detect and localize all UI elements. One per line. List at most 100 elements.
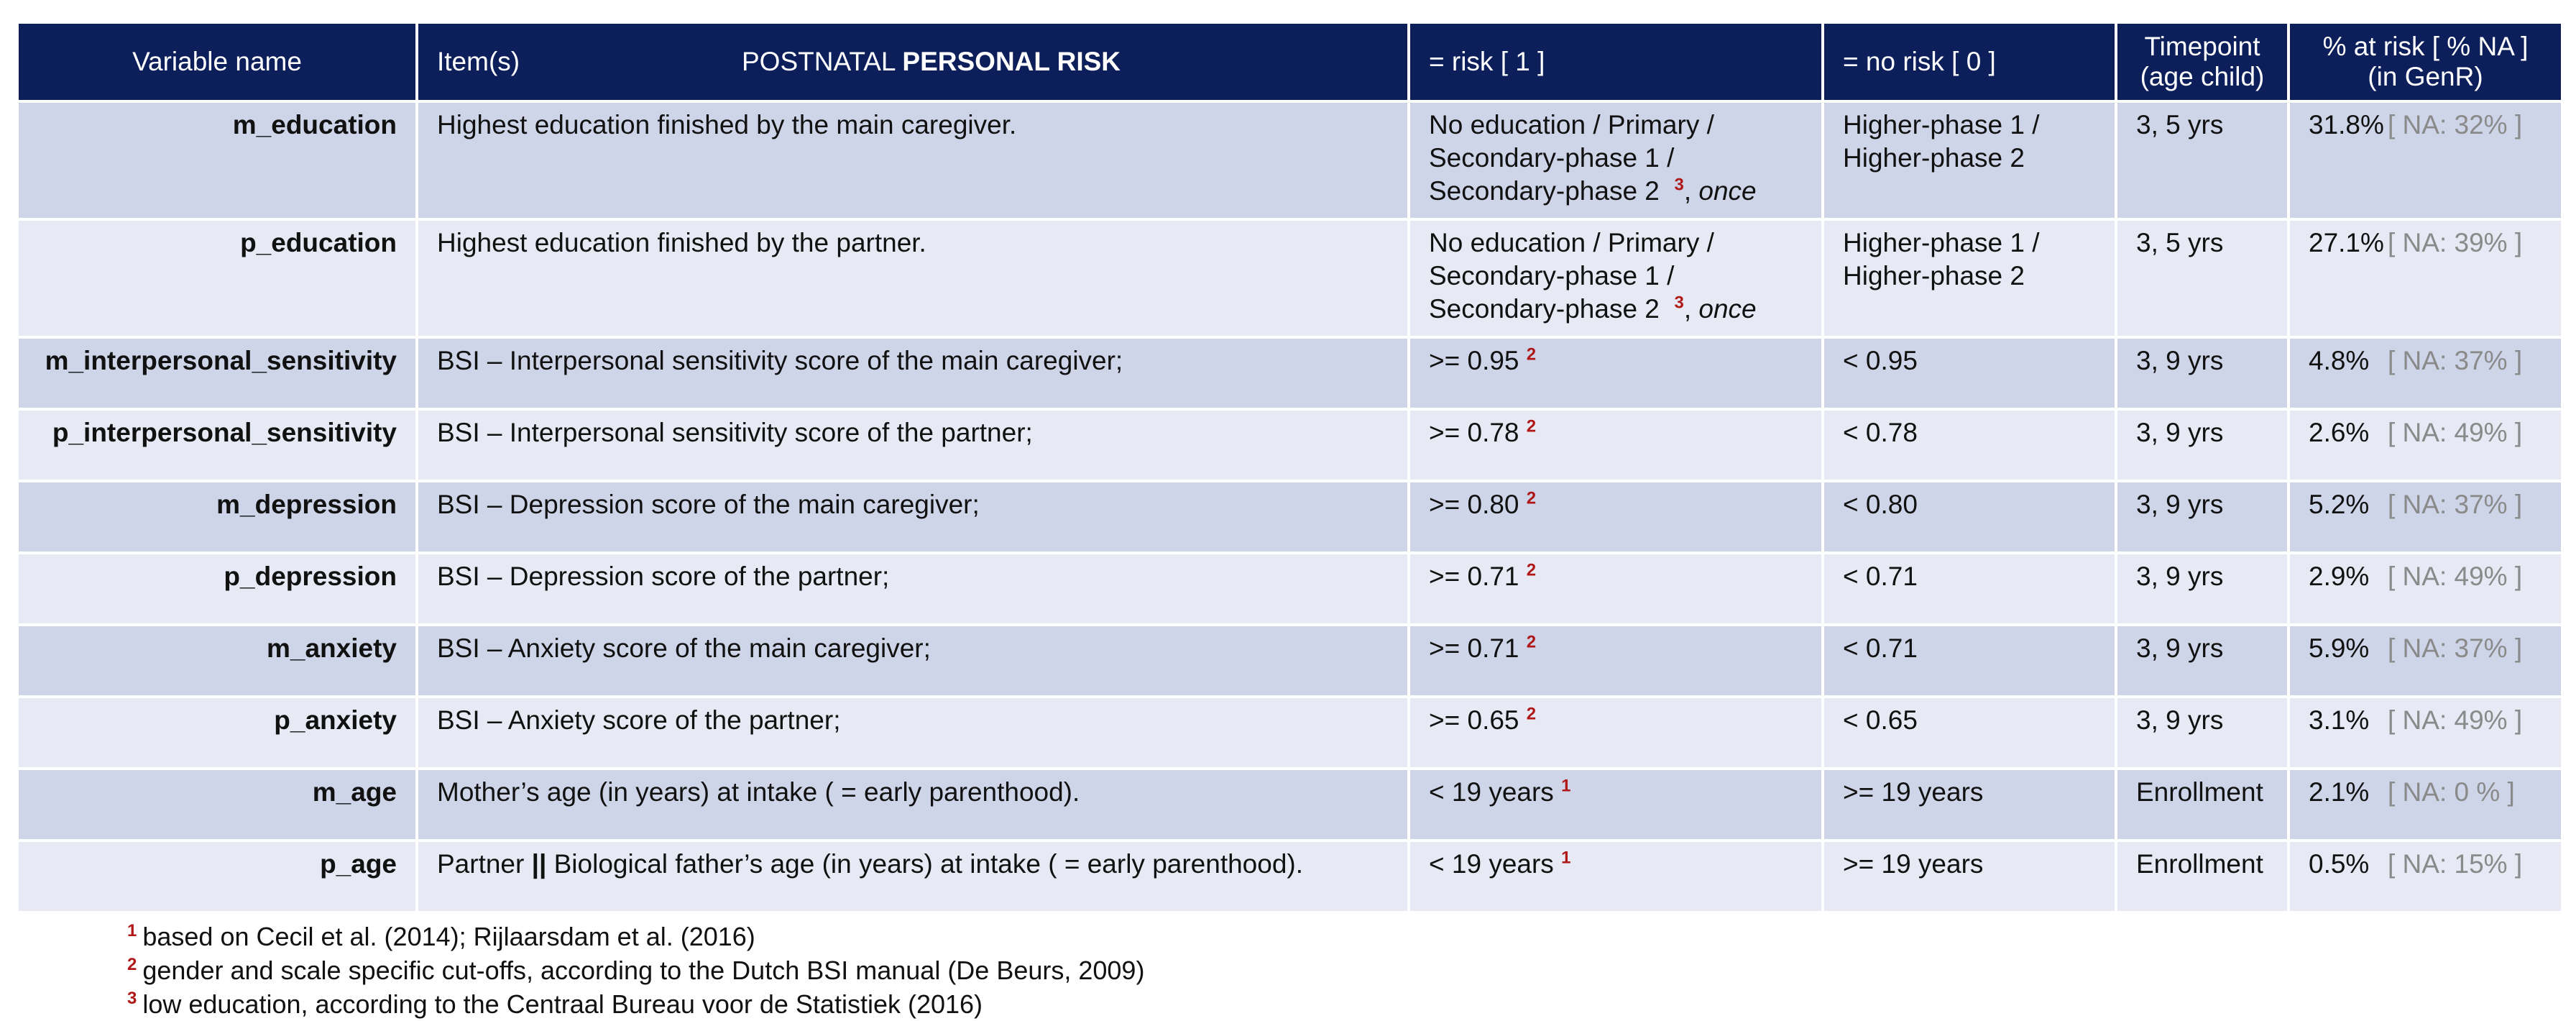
pct-at-risk: 2.6% [ NA: 49% ]: [2287, 408, 2564, 482]
table-row: p_education Highest education finished b…: [16, 218, 2564, 339]
no-risk-criterion: < 0.65: [1821, 695, 2117, 770]
item-description: Highest education finished by the main c…: [415, 100, 1410, 221]
pct-value: 0.5%: [2309, 849, 2370, 879]
header-variable-name: Variable name: [16, 21, 418, 103]
na-value: [ NA: 32% ]: [2388, 110, 2523, 139]
risk-line: Secondary-phase 1 /: [1429, 261, 1675, 290]
na-value: [ NA: 39% ]: [2388, 228, 2523, 257]
na-value: [ NA: 0 % ]: [2388, 777, 2515, 807]
timepoint: 3, 9 yrs: [2115, 623, 2290, 698]
risk-text: < 19 years: [1429, 849, 1554, 879]
risk-note: once: [1698, 176, 1757, 206]
table-row: m_education Highest education finished b…: [16, 100, 2564, 221]
footnotes: 1 based on Cecil et al. (2014); Rijlaarsd…: [16, 920, 2561, 1021]
table-row: m_depression BSI – Depression score of t…: [16, 480, 2564, 554]
variable-name: m_anxiety: [16, 623, 418, 698]
no-risk-criterion: >= 19 years: [1821, 839, 2117, 914]
variable-name: p_age: [16, 839, 418, 914]
risk-criterion: No education / Primary / Secondary-phase…: [1407, 100, 1824, 221]
timepoint: 3, 9 yrs: [2115, 551, 2290, 626]
item-description: Mother’s age (in years) at intake ( = ea…: [415, 767, 1410, 842]
variable-name: p_depression: [16, 551, 418, 626]
pct-at-risk: 27.1%[ NA: 39% ]: [2287, 218, 2564, 339]
header-timepoint-line1: Timepoint: [2144, 32, 2260, 61]
personal-risk-table: Variable name Item(s) POSTNATAL PERSONAL…: [16, 21, 2564, 914]
na-value: [ NA: 49% ]: [2388, 705, 2523, 735]
risk-text: >= 0.71: [1429, 633, 1519, 663]
no-risk-line: Higher-phase 1 /: [1843, 110, 2040, 139]
item-separator: ||: [531, 849, 547, 879]
table-row: m_anxiety BSI – Anxiety score of the mai…: [16, 623, 2564, 698]
item-description: BSI – Anxiety score of the main caregive…: [415, 623, 1410, 698]
risk-sep: ,: [1683, 294, 1699, 324]
risk-text: >= 0.95: [1429, 346, 1519, 375]
table-container: Variable name Item(s) POSTNATAL PERSONAL…: [16, 21, 2564, 1021]
na-value: [ NA: 37% ]: [2388, 633, 2523, 663]
pct-value: 31.8%: [2309, 110, 2384, 139]
no-risk-criterion: >= 19 years: [1821, 767, 2117, 842]
pct-at-risk: 0.5% [ NA: 15% ]: [2287, 839, 2564, 914]
footnote-marker: 1: [1561, 776, 1571, 796]
pct-value: 27.1%: [2309, 228, 2384, 257]
no-risk-criterion: < 0.71: [1821, 623, 2117, 698]
pct-at-risk: 2.9% [ NA: 49% ]: [2287, 551, 2564, 626]
item-description: BSI – Interpersonal sensitivity score of…: [415, 408, 1410, 482]
timepoint: 3, 9 yrs: [2115, 480, 2290, 554]
pct-value: 2.1%: [2309, 777, 2370, 807]
table-row: m_age Mother’s age (in years) at intake …: [16, 767, 2564, 842]
no-risk-line: Higher-phase 1 /: [1843, 228, 2040, 257]
risk-criterion: >= 0.78 2: [1407, 408, 1824, 482]
risk-line: No education / Primary /: [1429, 110, 1714, 139]
risk-criterion: >= 0.95 2: [1407, 336, 1824, 411]
footnote-marker: 2: [1526, 560, 1537, 580]
timepoint: 3, 5 yrs: [2115, 218, 2290, 339]
pct-value: 2.9%: [2309, 562, 2370, 591]
header-no-risk: = no risk [ 0 ]: [1821, 21, 2117, 103]
footnote-number: 1: [127, 921, 137, 940]
no-risk-criterion: < 0.78: [1821, 408, 2117, 482]
footnote-marker: 2: [1526, 416, 1537, 436]
risk-text: >= 0.65: [1429, 705, 1519, 735]
table-row: p_depression BSI – Depression score of t…: [16, 551, 2564, 626]
risk-criterion: >= 0.65 2: [1407, 695, 1824, 770]
timepoint: 3, 9 yrs: [2115, 336, 2290, 411]
timepoint: 3, 9 yrs: [2115, 408, 2290, 482]
risk-criterion: >= 0.71 2: [1407, 551, 1824, 626]
header-items: Item(s) POSTNATAL PERSONAL RISK: [415, 21, 1410, 103]
item-text: Biological father’s age (in years) at in…: [546, 849, 1304, 879]
no-risk-criterion: < 0.95: [1821, 336, 2117, 411]
table-row: p_age Partner || Biological father’s age…: [16, 839, 2564, 914]
footnote: 2 gender and scale specific cut-offs, acc…: [127, 953, 2561, 987]
na-value: [ NA: 37% ]: [2388, 346, 2523, 375]
footnote-text: gender and scale specific cut-offs, acco…: [142, 956, 1145, 985]
risk-line: Secondary-phase 1 /: [1429, 143, 1675, 173]
pct-value: 4.8%: [2309, 346, 2370, 375]
na-value: [ NA: 37% ]: [2388, 490, 2523, 519]
risk-line: Secondary-phase 2 3, once: [1429, 293, 1803, 326]
table-title: POSTNATAL PERSONAL RISK: [742, 47, 1121, 77]
table-title-prefix: POSTNATAL: [742, 47, 903, 76]
footnote-marker: 2: [1526, 488, 1537, 508]
no-risk-criterion: < 0.71: [1821, 551, 2117, 626]
no-risk-criterion: Higher-phase 1 / Higher-phase 2: [1821, 100, 2117, 221]
risk-note: once: [1698, 294, 1757, 324]
risk-text: >= 0.80: [1429, 490, 1519, 519]
variable-name: m_depression: [16, 480, 418, 554]
timepoint: 3, 9 yrs: [2115, 695, 2290, 770]
footnote-number: 2: [127, 955, 137, 974]
pct-value: 5.9%: [2309, 633, 2370, 663]
risk-sep: ,: [1683, 176, 1699, 206]
risk-line: Secondary-phase 2 3, once: [1429, 175, 1803, 208]
item-description: Highest education finished by the partne…: [415, 218, 1410, 339]
footnote-marker: 2: [1526, 632, 1537, 652]
na-value: [ NA: 15% ]: [2388, 849, 2523, 879]
no-risk-line: Higher-phase 2: [1843, 143, 2025, 173]
timepoint: 3, 5 yrs: [2115, 100, 2290, 221]
risk-criterion: No education / Primary / Secondary-phase…: [1407, 218, 1824, 339]
item-text: Partner: [437, 849, 532, 879]
pct-at-risk: 3.1% [ NA: 49% ]: [2287, 695, 2564, 770]
risk-line: No education / Primary /: [1429, 228, 1714, 257]
footnote-marker: 2: [1526, 344, 1537, 365]
table-row: p_interpersonal_sensitivity BSI – Interp…: [16, 408, 2564, 482]
header-timepoint-line2: (age child): [2140, 62, 2265, 91]
